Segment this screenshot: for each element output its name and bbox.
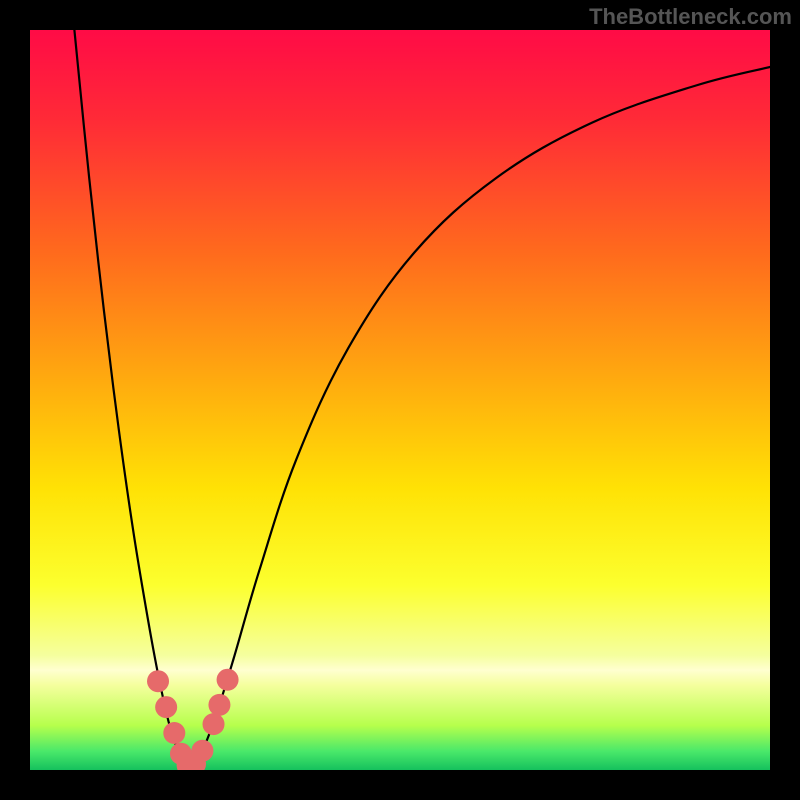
data-marker <box>203 713 225 735</box>
data-marker <box>208 694 230 716</box>
plot-svg <box>30 30 770 770</box>
watermark-text: TheBottleneck.com <box>589 4 792 30</box>
gradient-background <box>30 30 770 770</box>
data-marker <box>191 740 213 762</box>
data-marker <box>147 670 169 692</box>
data-marker <box>155 696 177 718</box>
data-marker <box>217 669 239 691</box>
chart-frame: TheBottleneck.com <box>0 0 800 800</box>
data-marker <box>163 722 185 744</box>
plot-area <box>30 30 770 770</box>
